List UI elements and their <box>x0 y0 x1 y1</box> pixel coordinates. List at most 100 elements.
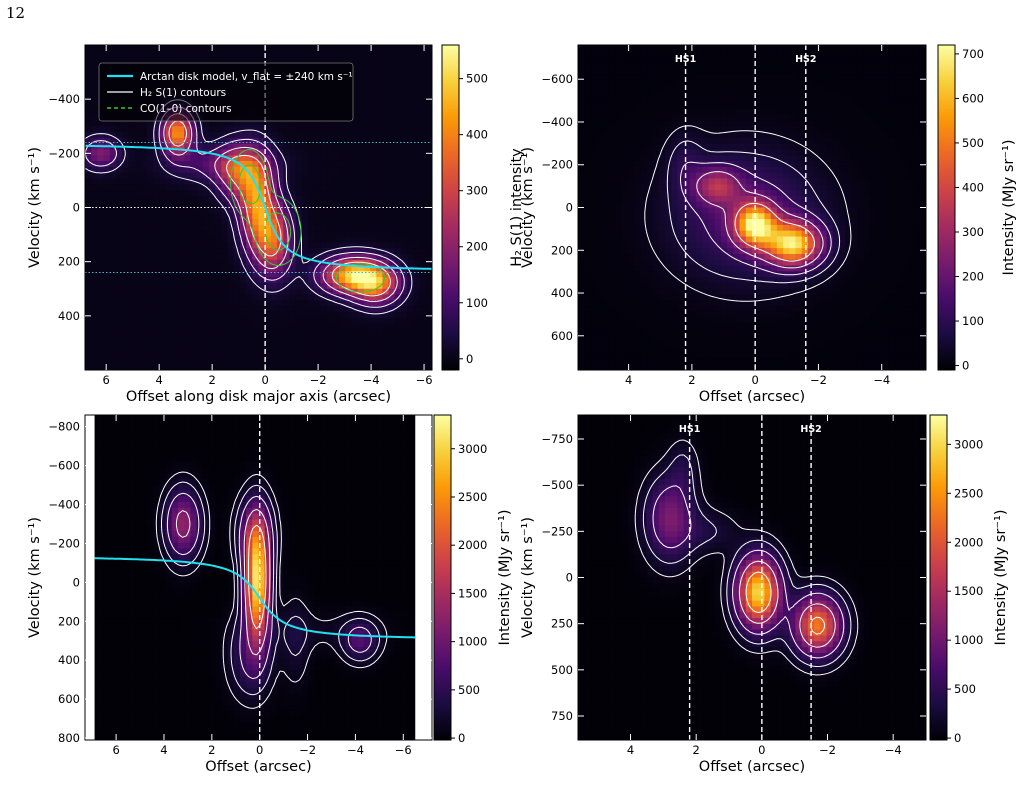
heatmap-cell <box>425 253 432 261</box>
heatmap-cell <box>720 62 728 69</box>
heatmap-cell <box>122 329 129 336</box>
heatmap-cell <box>270 282 278 290</box>
heatmap-cell <box>190 358 198 365</box>
heatmap-cell <box>376 103 384 110</box>
heatmap-cell <box>394 137 402 145</box>
heatmap-cell <box>140 242 148 249</box>
heatmap-cell <box>727 74 734 81</box>
heatmap-cell <box>795 184 803 191</box>
heatmap-cell <box>689 79 697 87</box>
heatmap-cell <box>308 242 315 249</box>
heatmap-cell <box>764 161 772 168</box>
heatmap-cell <box>658 91 666 98</box>
heatmap-cell <box>171 120 179 127</box>
heatmap-cell <box>646 166 654 174</box>
heatmap-cell <box>277 346 284 354</box>
heatmap-cell <box>227 358 235 365</box>
heatmap-cell <box>609 137 616 145</box>
heatmap-cell <box>394 329 402 336</box>
heatmap-cell <box>97 346 105 354</box>
heatmap-cell <box>239 230 247 238</box>
heatmap-cell <box>196 219 204 226</box>
heatmap-cell <box>289 346 297 354</box>
heatmap-cell <box>596 120 604 127</box>
heatmap-cell <box>208 201 216 209</box>
heatmap-cell <box>646 190 654 197</box>
heatmap-cell <box>370 364 377 370</box>
heatmap-cell <box>714 224 722 232</box>
heatmap-cell <box>671 172 679 180</box>
heatmap-cell <box>233 358 241 365</box>
heatmap-cell <box>851 155 859 162</box>
heatmap-cell <box>171 45 179 52</box>
heatmap-cell <box>115 306 123 313</box>
heatmap-cell <box>419 74 427 81</box>
heatmap-cell <box>907 143 915 151</box>
heatmap-cell <box>97 364 105 370</box>
heatmap-cell <box>103 149 111 156</box>
heatmap-cell <box>901 56 908 64</box>
heatmap-cell <box>739 172 747 180</box>
heatmap-cell <box>609 45 616 52</box>
heatmap-cell <box>320 329 328 336</box>
heatmap-cell <box>789 45 797 52</box>
heatmap-cell <box>146 300 154 307</box>
heatmap-cell <box>658 126 666 133</box>
heatmap-cell <box>407 108 415 116</box>
heatmap-cell <box>745 195 753 203</box>
heatmap-cell <box>109 195 117 203</box>
y-tick-label: −400 <box>48 92 80 106</box>
heatmap-cell <box>720 184 728 191</box>
heatmap-cell <box>752 120 759 127</box>
heatmap-cell <box>714 219 722 226</box>
heatmap-cell <box>882 178 890 185</box>
heatmap-cell <box>202 201 210 209</box>
heatmap-cell <box>202 323 210 330</box>
heatmap-cell <box>351 114 359 122</box>
heatmap-cell <box>615 207 623 214</box>
heatmap-cell <box>184 224 191 232</box>
heatmap-cell <box>394 242 402 249</box>
heatmap-cell <box>425 213 432 220</box>
heatmap-cell <box>870 120 877 127</box>
heatmap-cell <box>720 79 728 87</box>
heatmap-cell <box>153 132 160 139</box>
heatmap-cell <box>153 352 160 359</box>
heatmap-cell <box>407 97 415 104</box>
heatmap-cell <box>239 346 247 354</box>
heatmap-cell <box>745 126 753 133</box>
heatmap-cell <box>720 149 728 156</box>
heatmap-cell <box>851 97 859 104</box>
heatmap-cell <box>171 184 179 191</box>
heatmap-cell <box>646 224 654 232</box>
heatmap-cell <box>894 219 902 226</box>
heatmap-cell <box>376 317 384 325</box>
heatmap-cell <box>202 335 210 342</box>
heatmap-cell <box>202 358 210 365</box>
heatmap-cell <box>745 120 753 127</box>
heatmap-cell <box>246 352 253 359</box>
heatmap-cell <box>590 184 598 191</box>
heatmap-cell <box>190 161 198 168</box>
heatmap-cell <box>590 166 598 174</box>
heatmap-cell <box>122 300 129 307</box>
heatmap-cell <box>382 224 390 232</box>
heatmap-cell <box>646 172 654 180</box>
heatmap-cell <box>227 161 235 168</box>
x-tick-label: −6 <box>416 373 433 387</box>
heatmap-cell <box>165 248 173 255</box>
heatmap-cell <box>128 161 136 168</box>
heatmap-cell <box>394 352 402 359</box>
heatmap-cell <box>919 85 926 93</box>
heatmap-cell <box>401 271 408 278</box>
heatmap-cell <box>351 108 359 116</box>
heatmap-cell <box>596 184 604 191</box>
heatmap-cell <box>345 219 353 226</box>
heatmap-cell <box>882 161 890 168</box>
heatmap-cell <box>332 143 340 151</box>
heatmap-cell <box>376 306 384 313</box>
heatmap-cell <box>857 149 865 156</box>
heatmap-cell <box>190 317 198 325</box>
heatmap-cell <box>357 259 365 267</box>
heatmap-cell <box>413 224 421 232</box>
